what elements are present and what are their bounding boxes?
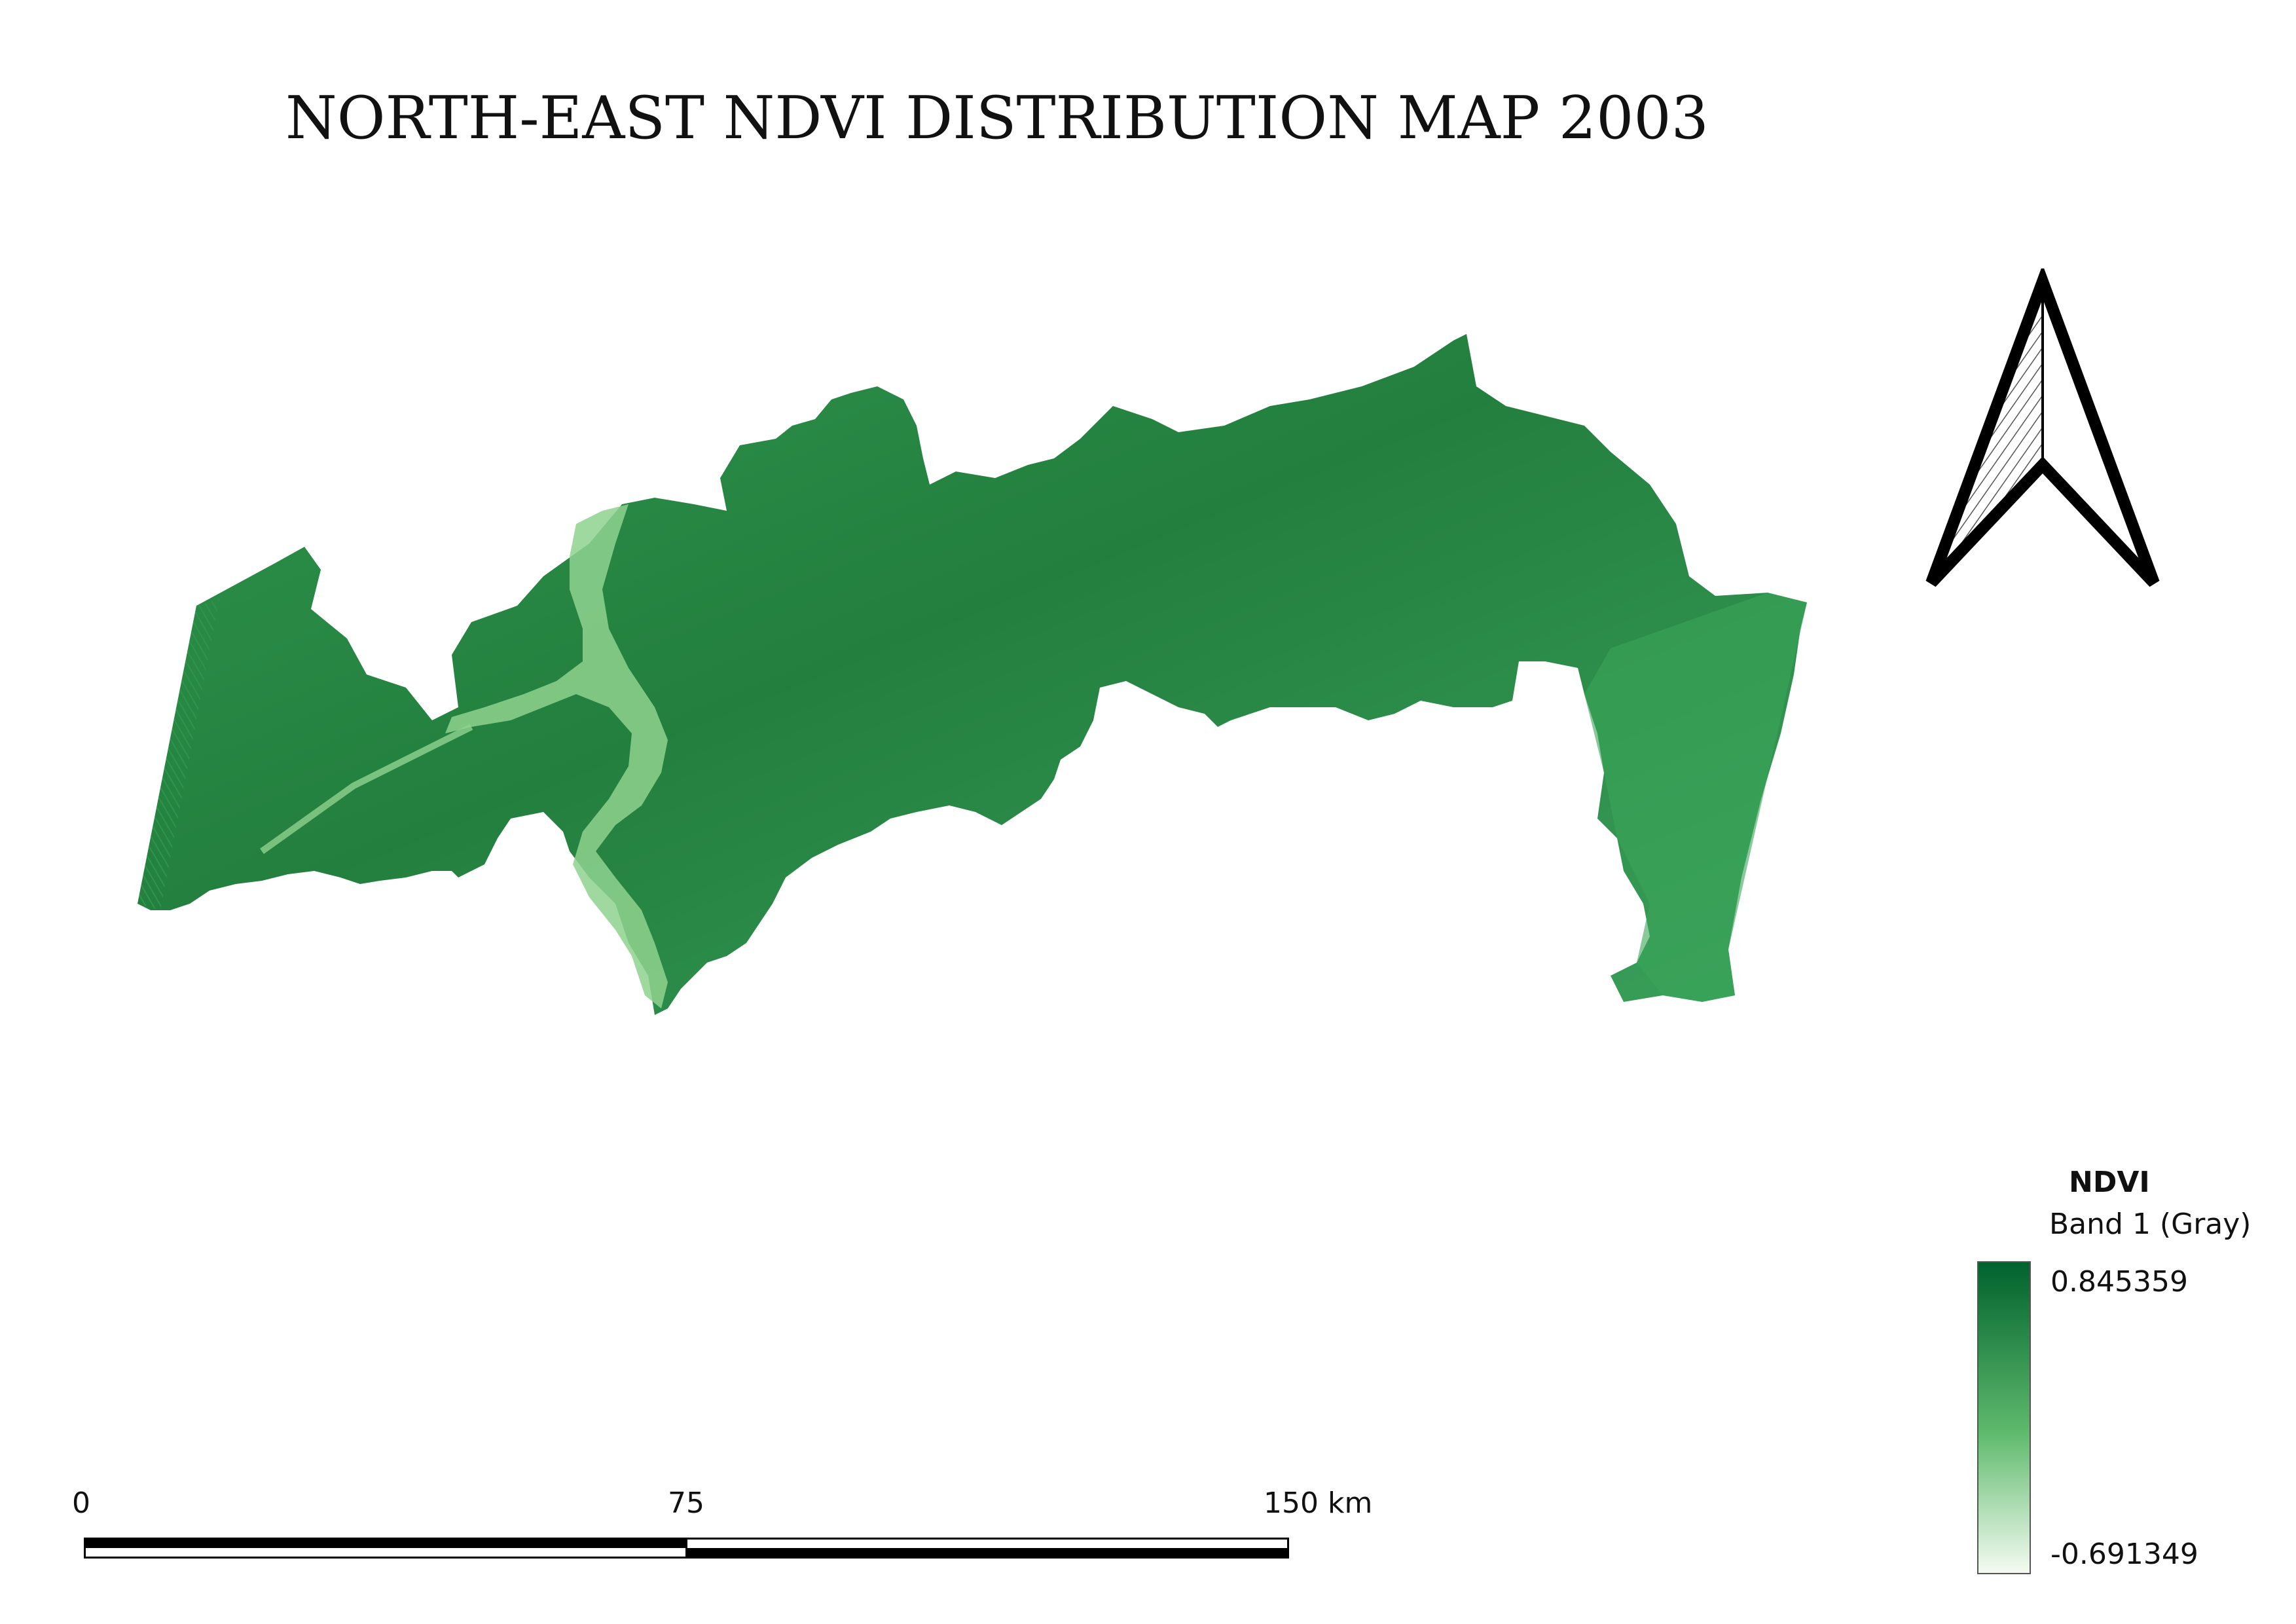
scale-label-0: 0 xyxy=(72,1486,90,1520)
map-title: NORTH-EAST NDVI DISTRIBUTION MAP 2003 xyxy=(285,84,1709,153)
edge-hatch xyxy=(137,599,219,910)
legend-min-value: -0.691349 xyxy=(2050,1538,2198,1571)
legend-title: NDVI xyxy=(2069,1166,2150,1199)
legend-color-ramp xyxy=(1977,1261,2031,1574)
region-shape xyxy=(137,334,1807,1015)
legend: NDVI Band 1 (Gray) 0.845359 -0.691349 xyxy=(1977,1166,2278,1598)
river-branch xyxy=(260,724,473,855)
legend-max-value: 0.845359 xyxy=(2050,1265,2188,1299)
legend-band: Band 1 (Gray) xyxy=(2049,1208,2251,1241)
scale-label-75: 75 xyxy=(668,1486,704,1520)
scale-segment-1 xyxy=(84,1538,687,1559)
scale-label-150: 150 km xyxy=(1264,1486,1373,1520)
east-strip xyxy=(1584,593,1807,1002)
scale-bar: 0 75 150 km xyxy=(65,1486,1375,1565)
river-area xyxy=(445,504,668,1008)
north-arrow-icon xyxy=(1925,268,2160,587)
scale-segment-2 xyxy=(685,1538,1289,1559)
